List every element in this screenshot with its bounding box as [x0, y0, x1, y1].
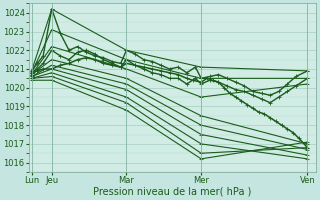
- X-axis label: Pression niveau de la mer( hPa ): Pression niveau de la mer( hPa ): [93, 187, 252, 197]
